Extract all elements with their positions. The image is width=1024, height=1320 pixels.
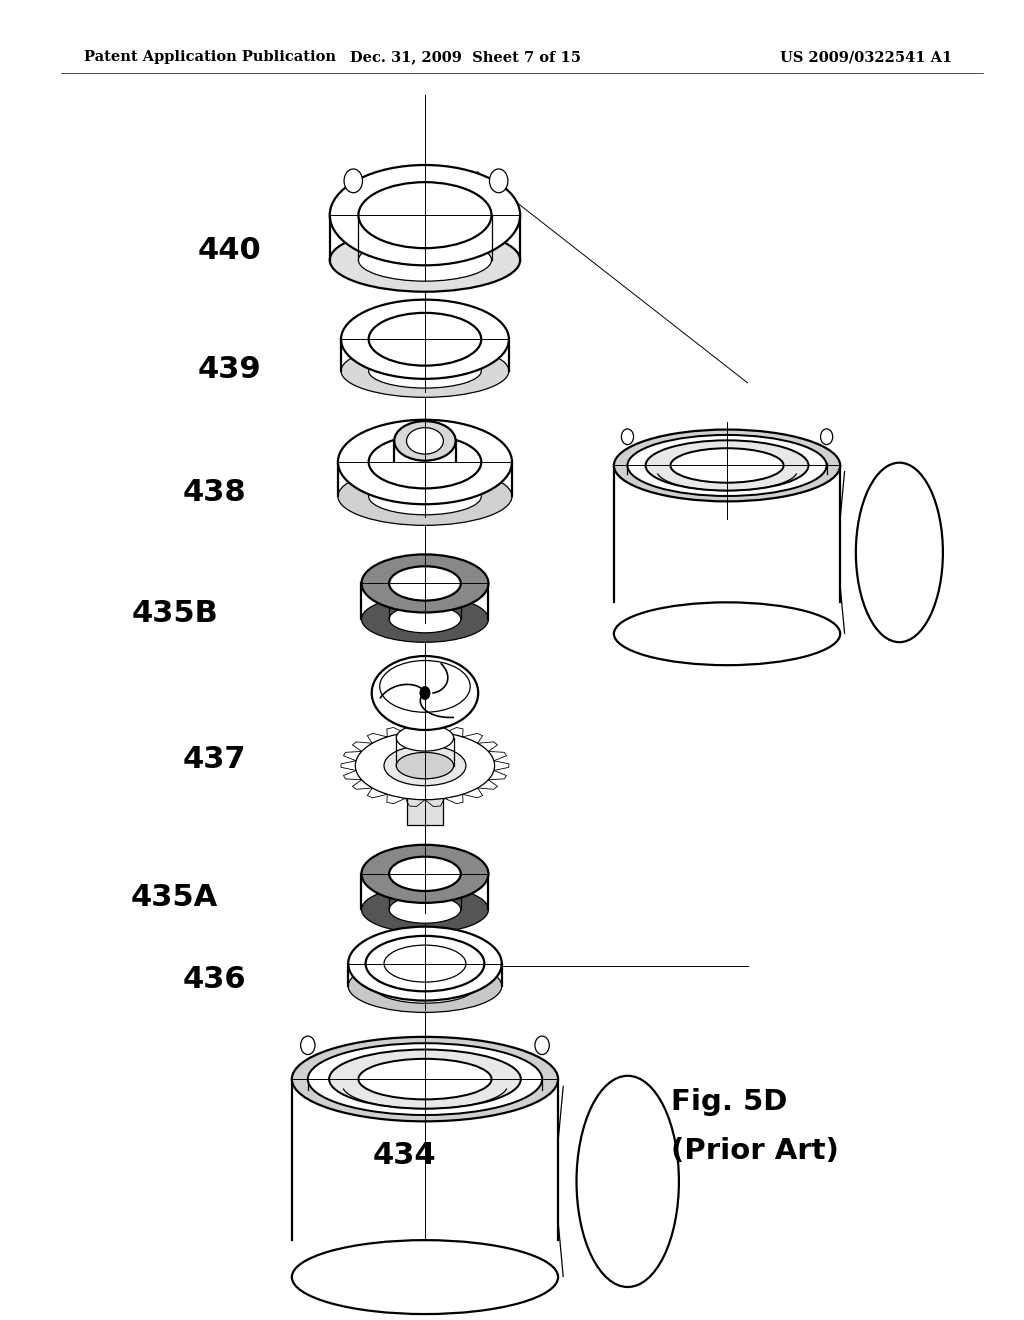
Ellipse shape — [292, 1241, 558, 1315]
Ellipse shape — [292, 1038, 558, 1122]
Ellipse shape — [613, 429, 840, 502]
Ellipse shape — [389, 606, 461, 632]
Ellipse shape — [358, 239, 492, 281]
Text: 435B: 435B — [131, 599, 218, 628]
Ellipse shape — [577, 1076, 679, 1287]
Circle shape — [420, 686, 430, 700]
Ellipse shape — [671, 449, 783, 483]
Ellipse shape — [384, 945, 466, 982]
Ellipse shape — [372, 656, 478, 730]
Ellipse shape — [369, 354, 481, 388]
Circle shape — [535, 1036, 549, 1055]
Ellipse shape — [645, 441, 809, 491]
Ellipse shape — [358, 182, 492, 248]
Text: Fig. 5D: Fig. 5D — [671, 1088, 787, 1117]
Text: 435A: 435A — [131, 883, 218, 912]
Ellipse shape — [407, 428, 443, 454]
Text: 438: 438 — [182, 478, 246, 507]
Ellipse shape — [361, 554, 488, 612]
Circle shape — [301, 1036, 315, 1055]
Circle shape — [622, 429, 634, 445]
Ellipse shape — [338, 467, 512, 525]
Circle shape — [344, 169, 362, 193]
Ellipse shape — [628, 436, 826, 496]
Ellipse shape — [358, 1059, 492, 1100]
Ellipse shape — [369, 478, 481, 515]
Ellipse shape — [330, 228, 520, 292]
Ellipse shape — [355, 731, 495, 800]
Bar — [407, 788, 443, 825]
Ellipse shape — [856, 462, 943, 642]
Ellipse shape — [348, 927, 502, 1001]
Ellipse shape — [394, 421, 456, 461]
Text: Patent Application Publication: Patent Application Publication — [84, 50, 336, 65]
Ellipse shape — [341, 300, 509, 379]
Text: US 2009/0322541 A1: US 2009/0322541 A1 — [780, 50, 952, 65]
Ellipse shape — [361, 886, 488, 933]
Ellipse shape — [361, 595, 488, 643]
Ellipse shape — [341, 345, 509, 397]
Ellipse shape — [613, 602, 840, 665]
Ellipse shape — [338, 420, 512, 504]
Text: Dec. 31, 2009  Sheet 7 of 15: Dec. 31, 2009 Sheet 7 of 15 — [350, 50, 582, 65]
Ellipse shape — [374, 969, 476, 1003]
Text: (Prior Art): (Prior Art) — [671, 1137, 839, 1166]
Text: 434: 434 — [373, 1140, 436, 1170]
Text: 436: 436 — [182, 965, 246, 994]
Ellipse shape — [330, 165, 520, 265]
Circle shape — [820, 429, 833, 445]
Ellipse shape — [407, 777, 443, 799]
Ellipse shape — [369, 313, 481, 366]
Ellipse shape — [369, 436, 481, 488]
Ellipse shape — [348, 960, 502, 1012]
Ellipse shape — [308, 1043, 542, 1115]
Ellipse shape — [329, 1049, 521, 1109]
Ellipse shape — [366, 936, 484, 991]
Ellipse shape — [396, 752, 454, 779]
Circle shape — [489, 169, 508, 193]
Text: 439: 439 — [198, 355, 261, 384]
Text: 440: 440 — [198, 236, 261, 265]
Ellipse shape — [361, 845, 488, 903]
Ellipse shape — [389, 896, 461, 923]
Ellipse shape — [389, 566, 461, 601]
Ellipse shape — [389, 857, 461, 891]
Ellipse shape — [384, 746, 466, 785]
Ellipse shape — [396, 725, 454, 751]
Text: 437: 437 — [182, 744, 246, 774]
